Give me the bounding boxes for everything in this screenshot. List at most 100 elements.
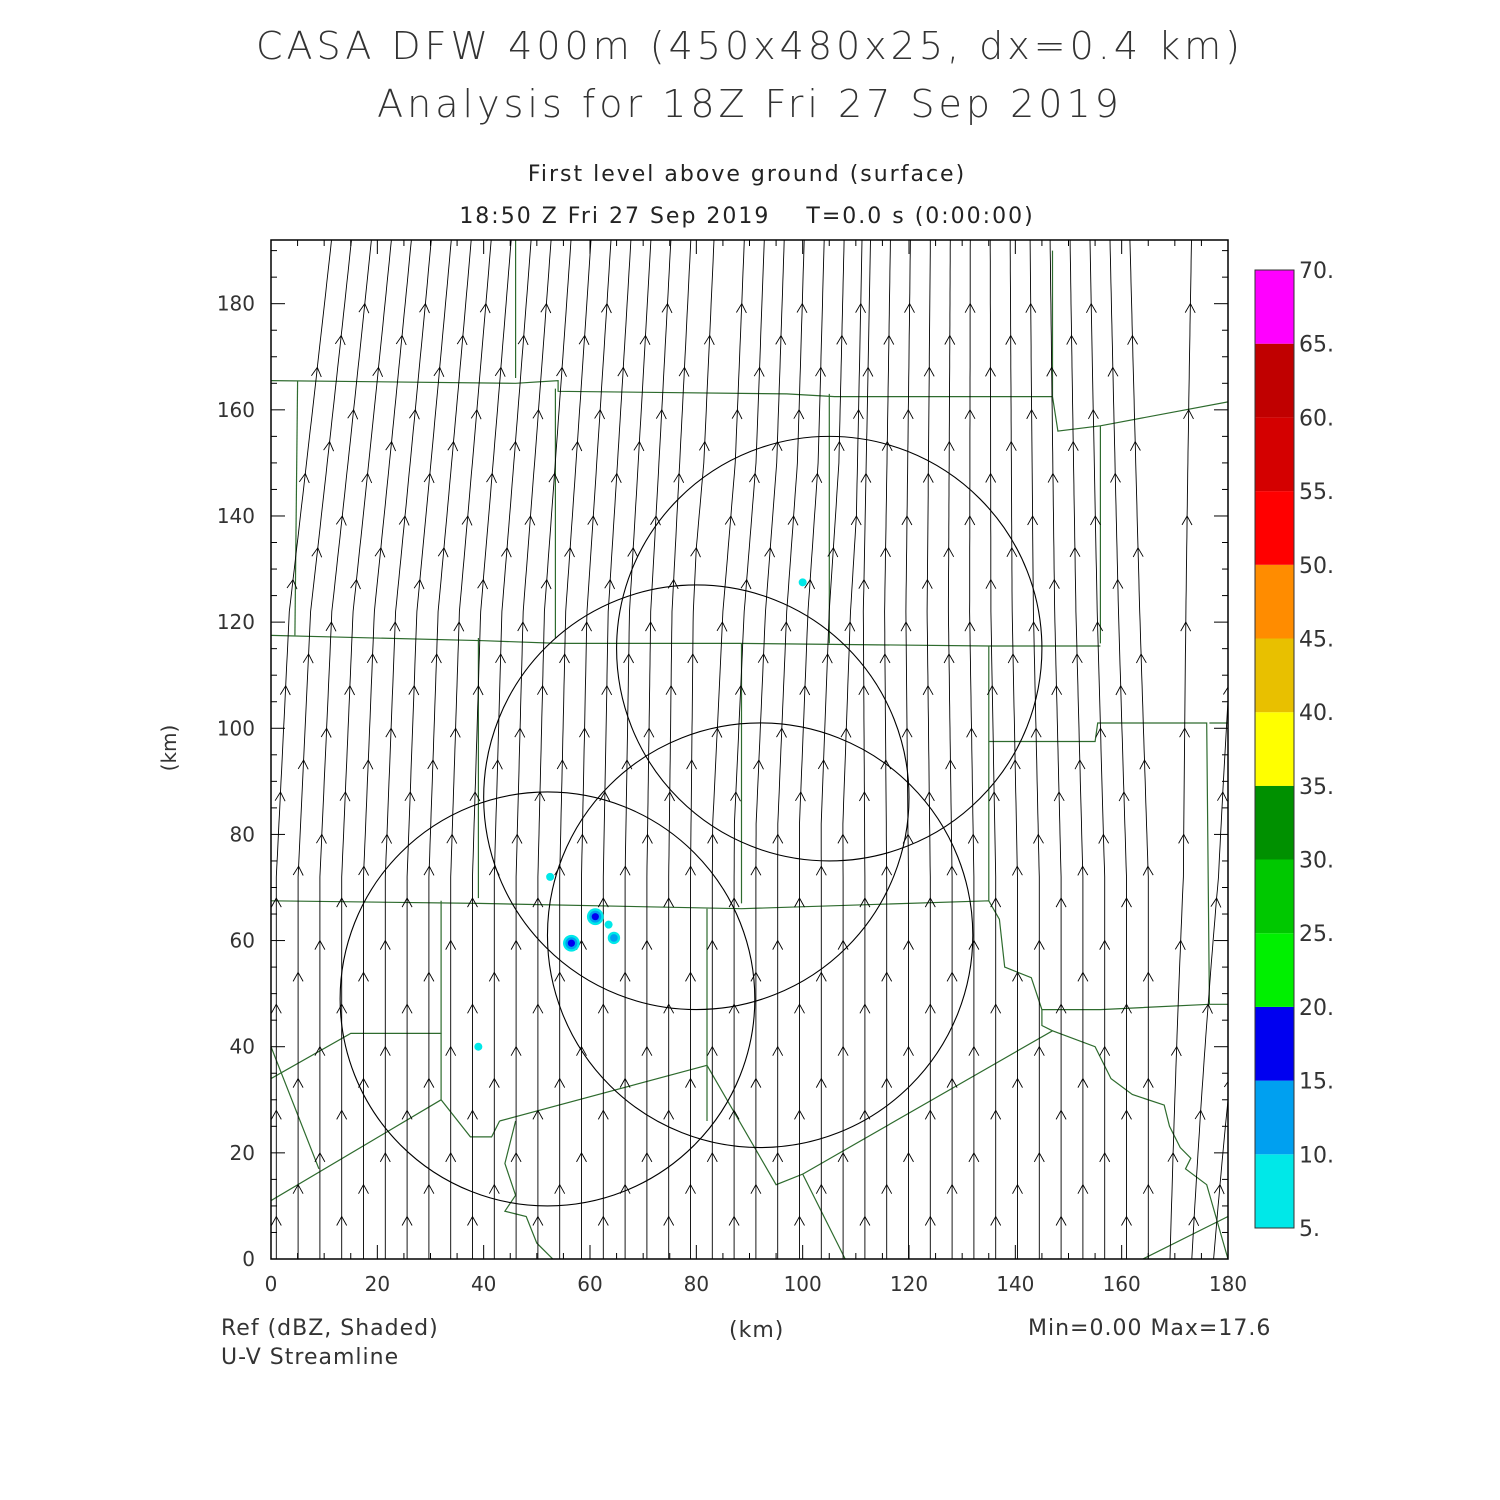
range-ring xyxy=(483,584,910,1011)
streamline xyxy=(862,240,871,1259)
streamline-arrow xyxy=(1242,1153,1252,1163)
streamline-arrow xyxy=(794,1003,805,1014)
streamline-arrow xyxy=(488,971,500,982)
county-boundary xyxy=(1041,1009,1053,1032)
streamlines xyxy=(271,240,1441,1259)
y-axis-label: (km) xyxy=(157,725,181,772)
county-boundary xyxy=(499,1064,846,1259)
streamline-arrow xyxy=(1055,1003,1067,1014)
streamline-arrow xyxy=(655,408,667,420)
streamline-arrow xyxy=(883,334,895,345)
overlay-label: U-V Streamline xyxy=(221,1345,400,1370)
streamline-arrow xyxy=(903,1045,914,1056)
streamline xyxy=(668,240,692,1259)
streamline-arrow xyxy=(524,515,536,526)
streamline-arrow xyxy=(423,472,435,484)
colorbar-label: 15. xyxy=(1299,1070,1334,1095)
streamline-arrow xyxy=(1127,334,1138,345)
streamline-arrow xyxy=(587,515,599,526)
streamline-arrow xyxy=(1049,578,1060,589)
streamline-arrow xyxy=(968,939,980,950)
streamline-arrow xyxy=(661,302,673,314)
streamline-arrow xyxy=(1178,833,1189,844)
colorbar-label: 35. xyxy=(1299,775,1334,800)
streamline-arrow xyxy=(817,759,829,770)
streamline-arrow xyxy=(1107,366,1119,377)
streamline-arrow xyxy=(964,515,976,526)
streamline-arrow xyxy=(1121,1215,1132,1226)
streamline-arrow xyxy=(904,302,915,313)
streamline-arrow xyxy=(1179,727,1190,738)
streamline-arrow xyxy=(853,408,864,420)
streamline-arrow xyxy=(1007,653,1019,664)
streamline-arrow xyxy=(311,366,322,378)
y-tick-label: 80 xyxy=(230,822,255,846)
streamline-arrow xyxy=(943,440,955,451)
streamline-arrow xyxy=(358,971,369,982)
streamline-arrow xyxy=(946,1183,958,1194)
colorbar-segment xyxy=(1255,859,1294,934)
x-tick-label: 40 xyxy=(471,1272,496,1296)
streamline-arrow xyxy=(753,759,764,770)
streamline-arrow xyxy=(1026,408,1038,420)
streamline-arrow xyxy=(900,621,912,632)
streamline xyxy=(1109,240,1127,1259)
level-label: First level above ground (surface) xyxy=(527,162,967,187)
streamline-arrow xyxy=(619,971,631,982)
colorbar-label: 60. xyxy=(1299,406,1334,431)
streamline-arrow xyxy=(1238,474,1248,483)
streamline-arrow xyxy=(685,1183,696,1194)
streamline-arrow xyxy=(453,621,465,632)
county-boundary xyxy=(503,1120,554,1259)
streamline-arrow xyxy=(1074,759,1086,770)
streamline-arrow xyxy=(517,621,529,632)
colorbar-segment xyxy=(1255,785,1294,860)
streamline-arrow xyxy=(923,366,935,377)
streamline-arrow xyxy=(757,653,769,664)
streamline-arrow xyxy=(685,865,696,876)
streamline-arrow xyxy=(1402,474,1412,484)
county-boundary xyxy=(271,634,1101,647)
x-tick-label: 160 xyxy=(1103,1272,1141,1296)
streamline-arrow xyxy=(554,1077,566,1088)
streamline-arrow xyxy=(431,653,442,664)
streamline-arrow xyxy=(943,653,955,664)
streamline-arrow xyxy=(1297,442,1307,452)
y-tick-label: 60 xyxy=(230,929,255,953)
streamline-arrow xyxy=(314,939,326,950)
streamline-arrow xyxy=(1236,972,1246,982)
streamline-arrow xyxy=(836,334,848,345)
streamline-arrow xyxy=(804,578,816,590)
streamline-arrow xyxy=(794,1109,805,1120)
streamline-arrow xyxy=(559,653,570,664)
streamline-arrow xyxy=(554,1183,566,1194)
streamline-arrow xyxy=(335,515,347,526)
streamline-arrow xyxy=(946,865,958,876)
y-tick-label: 160 xyxy=(217,398,255,422)
streamline-arrow xyxy=(532,1109,544,1120)
colorbar-segment xyxy=(1255,417,1294,492)
streamline-arrow xyxy=(901,515,913,526)
y-tick-label: 40 xyxy=(230,1035,255,1059)
y-tick-label: 20 xyxy=(230,1141,255,1165)
streamline-arrow xyxy=(1071,653,1083,664)
streamline xyxy=(799,240,825,1259)
streamline-arrow xyxy=(1110,472,1121,483)
streamline-arrow xyxy=(833,440,845,452)
streamline-arrow xyxy=(901,727,913,738)
streamline-arrow xyxy=(423,1077,435,1088)
streamline-arrow xyxy=(532,897,544,908)
streamline-arrow xyxy=(1431,367,1441,377)
streamline-arrow xyxy=(1230,580,1240,589)
streamline-arrow xyxy=(501,546,512,558)
streamline-arrow xyxy=(641,1151,653,1163)
colorbar-segment xyxy=(1255,638,1294,713)
streamline xyxy=(690,240,715,1259)
streamline-arrow xyxy=(1313,898,1323,908)
streamline-arrow xyxy=(271,897,282,908)
streamline-arrow xyxy=(1383,304,1393,314)
streamline-arrow xyxy=(467,1003,478,1014)
streamline-arrow xyxy=(1142,971,1154,982)
streamline-arrow xyxy=(716,621,728,632)
x-tick-label: 60 xyxy=(577,1272,602,1296)
